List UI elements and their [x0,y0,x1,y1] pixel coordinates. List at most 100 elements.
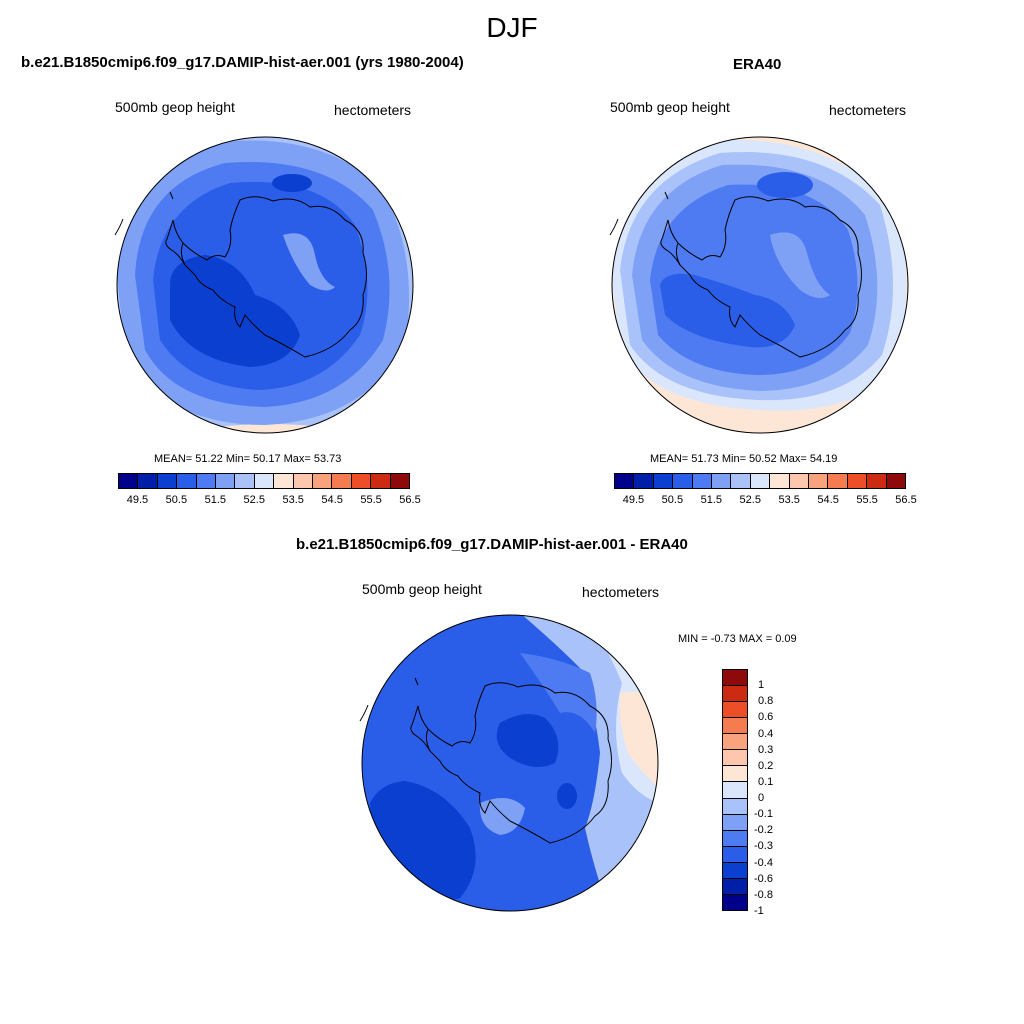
colorbar-swatch [723,878,747,895]
colorbar-tick-label: -0.1 [754,808,773,821]
colorbar-swatch [723,814,747,831]
contour-band [660,273,795,348]
colorbar-swatch [828,474,848,488]
model-colorbar [118,473,410,489]
colorbar-swatch [615,474,635,488]
colorbar-tick-label: 54.5 [321,494,343,506]
colorbar-swatch [723,830,747,847]
obs-polar-map [609,136,909,434]
contour-band [770,232,830,299]
colorbar-tick-label: -1 [754,905,764,917]
colorbar-swatch [723,686,747,703]
colorbar-swatch [789,474,810,488]
colorbar-swatch [731,474,751,488]
colorbar-tick-label: -0.6 [754,872,773,885]
south-america-tip [359,677,419,722]
colorbar-tick-label: 0 [758,792,765,805]
colorbar-swatch [119,474,139,488]
diff-colorbar-labels: 1 0.8 0.6 0.4 0.3 0.2 0.1 0 -0.1 -0.2 -0.3 -0.4 -0.6… [754,669,794,917]
south-america-tip [609,191,669,236]
colorbar-swatch [723,798,747,815]
obs-units-label: hectometers [829,102,907,118]
diff-polar-map [359,614,659,912]
colorbar-swatch [723,718,747,735]
colorbar-tick-label: 0.3 [758,743,774,756]
diff-colorbar [722,669,748,911]
colorbar-tick-label: 50.5 [661,494,684,506]
colorbar-swatch [723,670,747,687]
model-units-label: hectometers [334,102,412,118]
obs-stats: MEAN= 51.73 Min= 50.52 Max= 54.19 [650,453,838,465]
antarctica-coastline [675,196,862,358]
colorbar-swatch [770,474,790,488]
contour-band [557,783,577,809]
colorbar-tick-label: 55.5 [856,494,878,506]
colorbar-tick-label: 0.8 [758,695,774,708]
contour-band [479,798,525,835]
colorbar-swatch [712,474,732,488]
colorbar-tick-label: 52.5 [243,494,265,506]
contour-band [757,172,813,198]
colorbar-swatch [723,702,747,719]
antarctic-peninsula [165,219,186,266]
colorbar-swatch [254,474,275,488]
map-boundary [611,136,909,434]
diff-units-label: hectometers [582,584,660,600]
colorbar-tick-label: 49.5 [126,494,149,506]
model-colorbar-labels: 49.5 50.5 51.5 52.5 53.5 54.5 55.5 56.5 [118,494,421,508]
colorbar-swatch [867,474,887,488]
colorbar-tick-label: 53.5 [778,494,800,506]
obs-panel-title: ERA40 [733,56,782,73]
obs-colorbar-labels: 49.5 50.5 51.5 52.5 53.5 54.5 55.5 56.5 [614,494,917,508]
colorbar-swatch [723,782,747,799]
colorbar-swatch [634,474,654,488]
colorbar-swatch [313,474,333,488]
model-stats: MEAN= 51.22 Min= 50.17 Max= 53.73 [154,453,342,465]
antarctica-coastline [180,196,367,358]
colorbar-swatch [371,474,391,488]
contour-band [283,233,335,291]
colorbar-swatch [274,474,294,488]
colorbar-tick-label: 1 [758,679,765,692]
colorbar-swatch [235,474,255,488]
map-boundary [116,136,414,434]
colorbar-swatch [157,474,178,488]
obs-variable-label: 500mb geop height [610,99,730,115]
colorbar-swatch [216,474,236,488]
colorbar-swatch [809,474,829,488]
colorbar-tick-label: 51.5 [204,494,227,506]
colorbar-tick-label: 55.5 [360,494,382,506]
model-variable-label: 500mb geop height [115,99,235,115]
colorbar-tick-label: 0.2 [758,759,774,772]
obs-colorbar [614,473,906,489]
antarctic-peninsula [410,705,431,752]
diff-panel-title: b.e21.B1850cmip6.f09_g17.DAMIP-hist-aer.… [296,536,688,553]
colorbar-swatch [653,474,674,488]
colorbar-tick-label: 0.1 [758,775,774,788]
model-polar-map [114,136,414,434]
contour-band [175,424,375,433]
colorbar-swatch [692,474,713,488]
map-boundary [361,614,659,912]
colorbar-tick-label: 0.4 [758,727,774,740]
colorbar-tick-label: -0.3 [754,840,773,853]
colorbar-swatch [723,734,747,751]
colorbar-tick-label: 49.5 [622,494,645,506]
figure-title: DJF [486,12,538,43]
colorbar-tick-label: 56.5 [399,494,421,506]
colorbar-swatch [750,474,771,488]
colorbar-swatch [723,766,747,783]
colorbar-tick-label: -0.4 [754,856,773,869]
diff-stats: MIN = -0.73 MAX = 0.09 [678,633,797,645]
colorbar-tick-label: 54.5 [817,494,839,506]
colorbar-swatch [847,474,868,488]
colorbar-swatch [138,474,158,488]
colorbar-tick-label: 52.5 [739,494,761,506]
colorbar-swatch [886,474,906,488]
south-america-tip [114,191,174,236]
colorbar-swatch [196,474,217,488]
colorbar-tick-label: 53.5 [282,494,304,506]
colorbar-tick-label: 50.5 [165,494,188,506]
colorbar-swatch [723,894,747,910]
contour-band [520,653,597,733]
